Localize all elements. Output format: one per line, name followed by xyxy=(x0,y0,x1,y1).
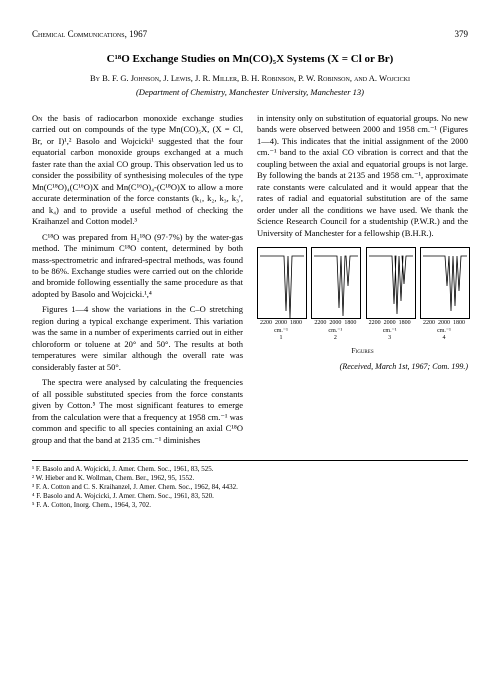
ref-4: ⁴ F. Basolo and A. Wojcicki, J. Amer. Ch… xyxy=(40,492,468,501)
spectrum-xticks: 2200 2000 1800 xyxy=(311,320,359,327)
spectrum-xticks: 2200 2000 1800 xyxy=(366,320,414,327)
spectrum-xticks: 2200 2000 1800 xyxy=(257,320,305,327)
spectrum-panel-1: 2200 2000 1800cm.⁻¹1 xyxy=(257,247,305,342)
spectrum-num: 1 xyxy=(257,335,305,342)
ref-1: ¹ F. Basolo and A. Wojcicki, J. Amer. Ch… xyxy=(40,465,468,474)
spectrum-panel-3: 2200 2000 1800cm.⁻¹3 xyxy=(366,247,414,342)
department: (Department of Chemistry, Manchester Uni… xyxy=(32,87,468,98)
spectrum-xlabel: cm.⁻¹ xyxy=(257,328,305,335)
left-column: On the basis of radiocarbon monoxide exc… xyxy=(32,113,243,450)
spectrum-xticks: 2200 2000 1800 xyxy=(420,320,468,327)
page-number: 379 xyxy=(455,28,469,40)
two-column-body: On the basis of radiocarbon monoxide exc… xyxy=(32,113,468,450)
received-line: (Received, March 1st, 1967; Com. 199.) xyxy=(257,362,468,373)
references: ¹ F. Basolo and A. Wojcicki, J. Amer. Ch… xyxy=(32,460,468,510)
para-3: Figures 1—4 show the variations in the C… xyxy=(32,304,243,373)
ref-3: ³ F. A. Cotton and C. S. Kraihanzel, J. … xyxy=(40,483,468,492)
spectra-panels: 2200 2000 1800cm.⁻¹1 2200 2000 1800cm.⁻¹… xyxy=(257,247,468,342)
ref-5: ⁵ F. A. Cotton, Inorg. Chem., 1964, 3, 7… xyxy=(40,501,468,510)
journal-name: Chemical Communications, 1967 xyxy=(32,28,147,40)
authors: By B. F. G. Johnson, J. Lewis, J. R. Mil… xyxy=(32,73,468,84)
spectrum-num: 3 xyxy=(366,335,414,342)
para-2: C¹⁸O was prepared from H₂¹⁸O (97·7%) by … xyxy=(32,232,243,301)
para-5: in intensity only on substitution of equ… xyxy=(257,113,468,239)
spectrum-num: 2 xyxy=(311,335,359,342)
right-column: in intensity only on substitution of equ… xyxy=(257,113,468,450)
spectrum-xlabel: cm.⁻¹ xyxy=(420,328,468,335)
article-title: C¹⁸O Exchange Studies on Mn(CO)₅X System… xyxy=(32,52,468,67)
para-1: On the basis of radiocarbon monoxide exc… xyxy=(32,113,243,228)
header-row: Chemical Communications, 1967 379 xyxy=(32,28,468,40)
ref-2: ² W. Hieber and K. Wollman, Chem. Ber., … xyxy=(40,474,468,483)
spectrum-xlabel: cm.⁻¹ xyxy=(366,328,414,335)
spectrum-num: 4 xyxy=(420,335,468,342)
para-1-text: the basis of radiocarbon monoxide exchan… xyxy=(32,113,243,226)
para-4: The spectra were analysed by calculating… xyxy=(32,377,243,446)
spectrum-panel-2: 2200 2000 1800cm.⁻¹2 xyxy=(311,247,359,342)
spectrum-xlabel: cm.⁻¹ xyxy=(311,328,359,335)
spectrum-panel-4: 2200 2000 1800cm.⁻¹4 xyxy=(420,247,468,342)
figure-caption: Figures xyxy=(257,346,468,356)
